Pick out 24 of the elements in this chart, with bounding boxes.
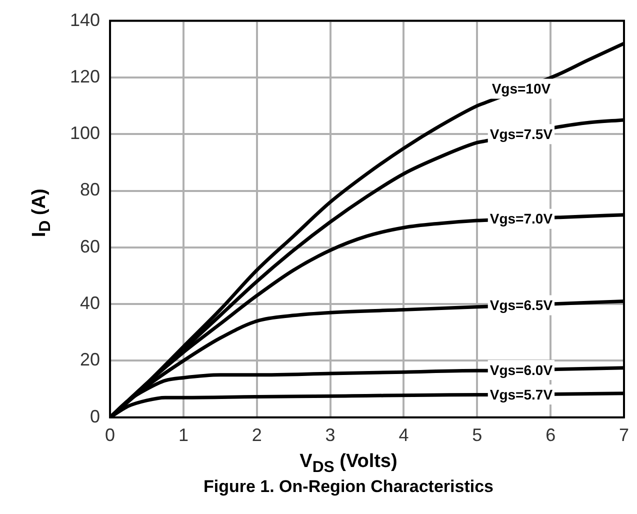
y-tick-label: 40 <box>80 293 100 314</box>
x-tick-label: 7 <box>618 425 629 446</box>
y-tick-label: 20 <box>80 350 100 370</box>
y-tick-label: 0 <box>90 406 100 426</box>
y-tick-label: 80 <box>80 180 100 200</box>
x-tick-label: 3 <box>325 425 336 446</box>
caption: Figure 1. On-Region Characteristics <box>202 476 494 497</box>
x-tick-label: 4 <box>398 425 409 446</box>
series-label: Vgs=7.0V <box>490 210 554 227</box>
y-tick-label: 120 <box>70 66 100 86</box>
x-tick-label: 5 <box>472 425 482 446</box>
series-label: Vgs=5.7V <box>490 386 554 402</box>
series-label: Vgs=6.5V <box>490 297 554 314</box>
x-tick-label: 2 <box>252 425 262 446</box>
series-label: Vgs=7.5V <box>490 126 554 142</box>
y-tick-label: 100 <box>70 123 100 144</box>
series-label: Vgs=6.0V <box>490 362 554 378</box>
y-tick-label: 60 <box>80 236 100 256</box>
x-tick-label: 0 <box>105 425 116 446</box>
y-tick-label: 140 <box>70 10 100 30</box>
x-axis-title: V$_{DS}$ (Volts) <box>298 451 398 477</box>
series-label: Vgs=10V <box>492 80 552 97</box>
x-tick-label: 1 <box>178 425 188 446</box>
x-tick-label: 6 <box>546 425 556 446</box>
